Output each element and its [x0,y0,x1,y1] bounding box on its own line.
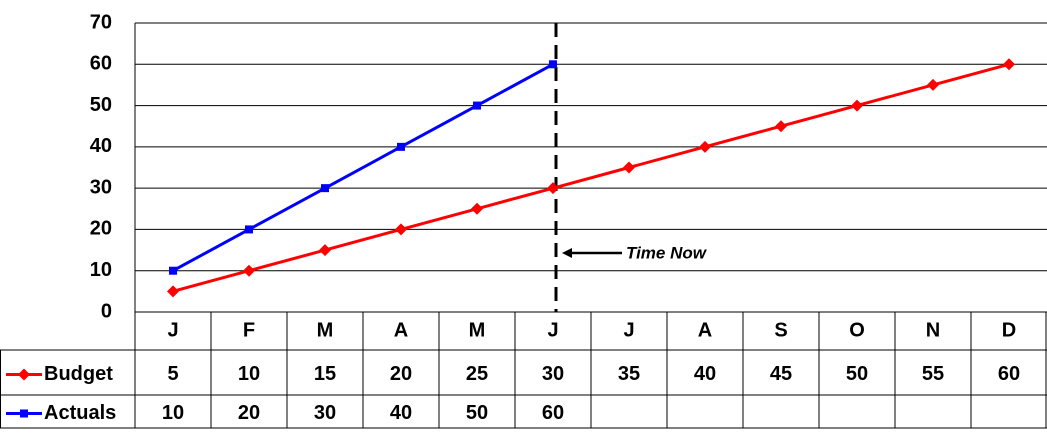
point [927,78,939,91]
point [471,202,483,215]
table-value: 50 [466,402,488,424]
y-tick-label: 10 [90,259,112,281]
x-tick-label: F [243,319,255,341]
table-value: 45 [770,363,792,385]
x-tick-label: M [469,319,486,341]
table-value: 50 [846,363,868,385]
y-tick-label: 40 [90,135,112,157]
point [245,225,253,234]
point [169,266,177,275]
point [321,184,329,193]
x-tick-label: J [547,319,558,341]
x-tick-label: S [774,319,787,341]
point [549,60,557,69]
table-value: 40 [390,402,412,424]
table-value: 60 [998,363,1020,385]
table-value: 40 [694,363,716,385]
table-value: 35 [618,363,640,385]
legend-label: Budget [44,363,113,385]
legend-label: Actuals [44,402,116,424]
table-value: 10 [238,363,260,385]
x-tick-label: J [167,319,178,341]
point [319,244,331,257]
point [395,223,407,236]
table-value: 55 [922,363,944,385]
y-tick-label: 30 [90,176,112,198]
y-tick-label: 0 [101,300,112,322]
table-value: 20 [238,402,260,424]
table-value: 30 [542,363,564,385]
point [167,285,179,298]
y-tick-label: 70 [90,11,112,33]
series-line [172,62,554,273]
x-tick-label: A [394,319,408,341]
point [623,161,635,174]
table-value: 30 [314,402,336,424]
point [18,368,30,381]
point [473,101,481,110]
x-tick-label: O [849,319,865,341]
y-tick-label: 20 [90,218,112,240]
arrow-head [562,248,572,258]
point [20,409,28,418]
point [397,142,405,151]
point [851,99,863,112]
x-tick-label: A [698,319,712,341]
x-tick-label: M [317,319,334,341]
point [699,140,711,153]
x-tick-label: N [926,319,940,341]
y-tick-label: 60 [90,53,112,75]
point [775,120,787,133]
x-tick-label: D [1002,319,1016,341]
annotation: Time Now [626,243,708,262]
table-value: 25 [466,363,488,385]
y-tick-label: 50 [90,94,112,116]
table-value: 5 [167,363,178,385]
table-value: 60 [542,402,564,424]
point [1003,58,1015,71]
series-line [172,62,1010,293]
point [243,264,255,277]
table-value: 10 [162,402,184,424]
table-value: 15 [314,363,336,385]
point [547,182,559,195]
x-tick-label: J [623,319,634,341]
table-value: 20 [390,363,412,385]
